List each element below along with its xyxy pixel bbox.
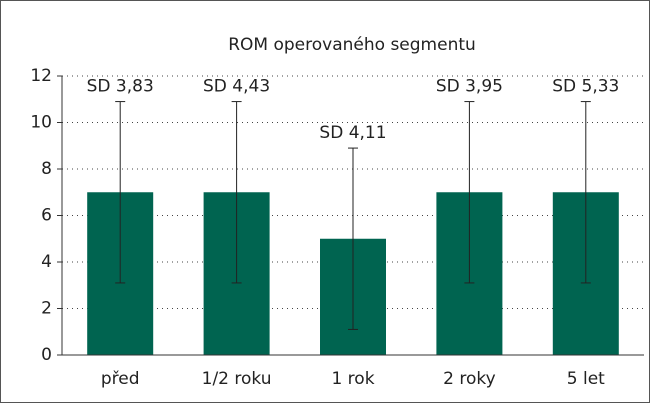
x-tick-label: 1 rok (331, 369, 374, 389)
error-label: SD 5,33 (552, 77, 619, 97)
y-tick-label: 4 (41, 252, 52, 272)
error-label: SD 4,11 (319, 123, 386, 143)
error-label: SD 3,83 (87, 77, 154, 97)
error-label: SD 3,95 (436, 77, 503, 97)
y-tick-label: 12 (30, 66, 52, 86)
y-tick-label: 0 (41, 345, 52, 365)
y-tick-label: 6 (41, 206, 52, 226)
x-tick-label: 2 roky (443, 369, 496, 389)
x-tick-label: 5 let (567, 369, 605, 389)
y-tick-label: 2 (41, 299, 52, 319)
error-label: SD 4,43 (203, 77, 270, 97)
x-tick-label: před (101, 369, 140, 389)
y-tick-label: 10 (30, 113, 52, 133)
chart-title: ROM operovaného segmentu (228, 35, 476, 55)
x-tick-label: 1/2 roku (202, 369, 272, 389)
y-tick-label: 8 (41, 159, 52, 179)
